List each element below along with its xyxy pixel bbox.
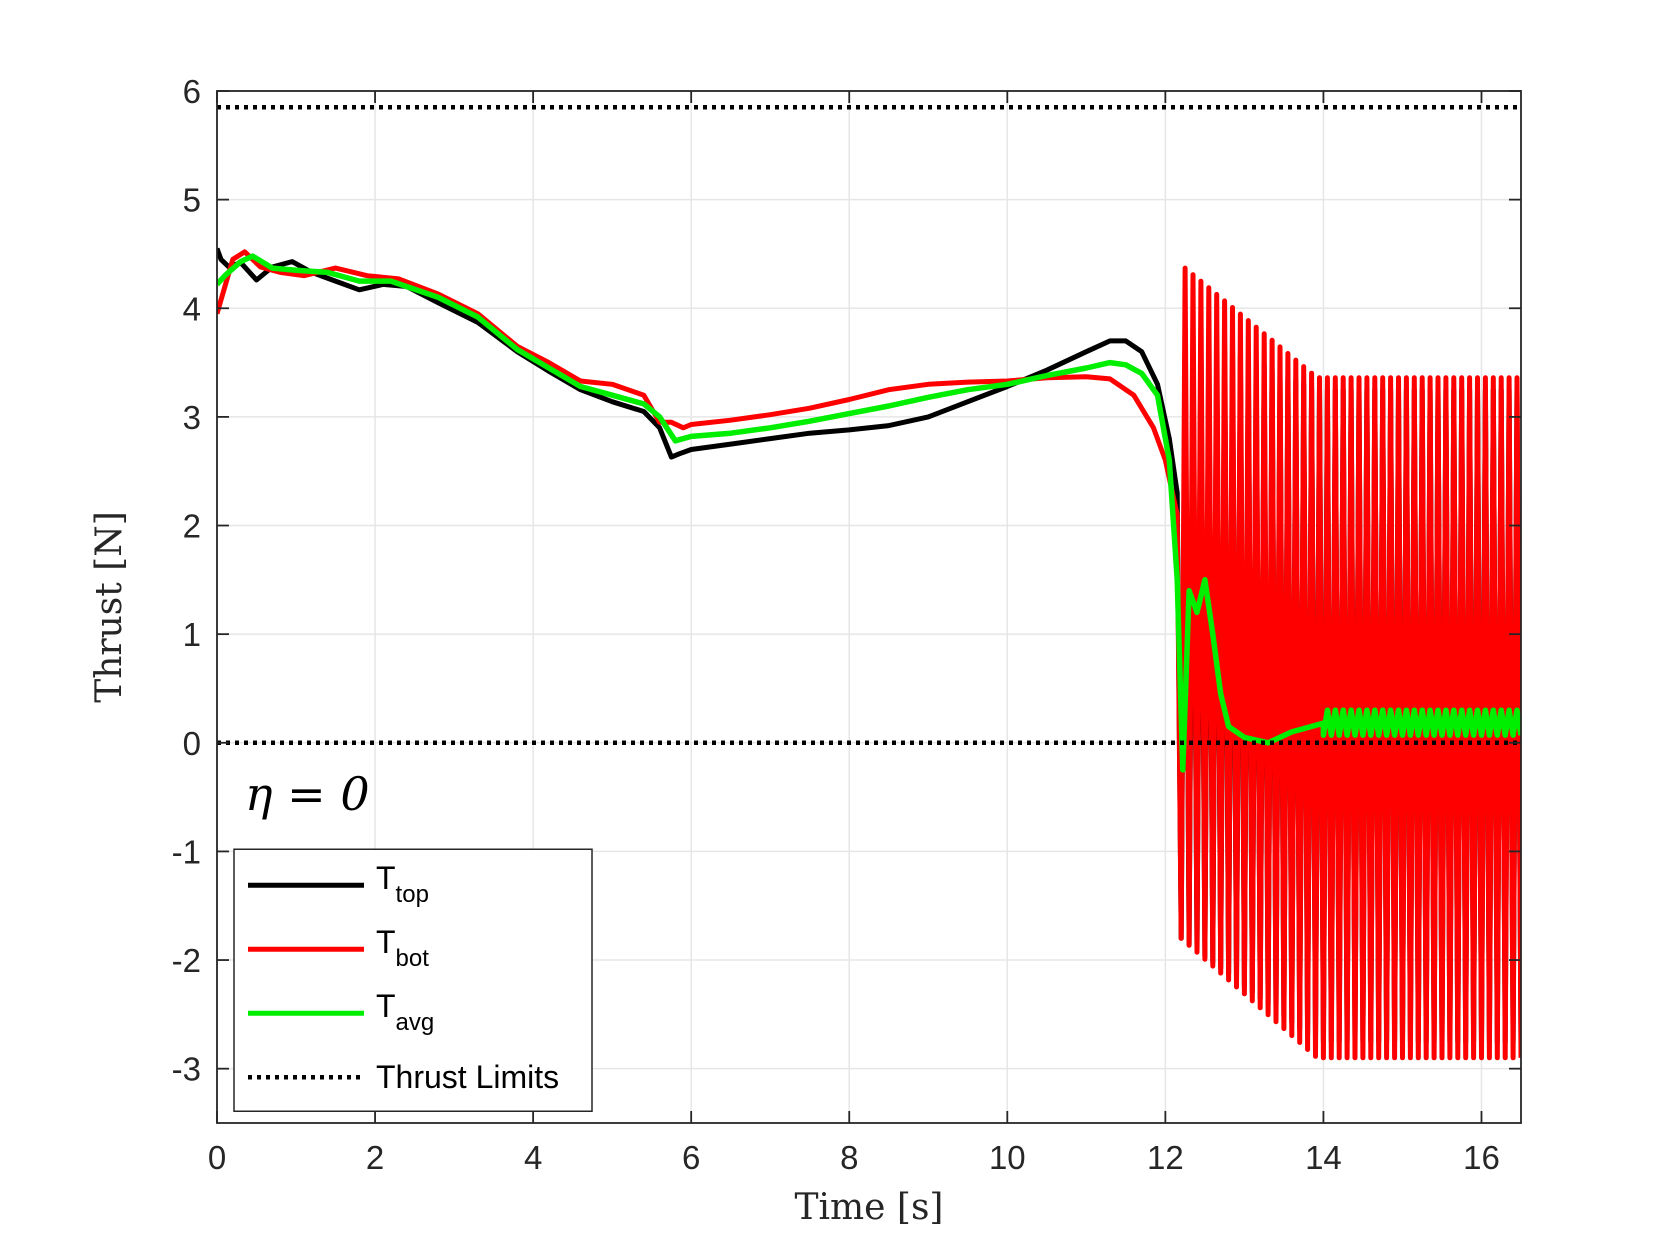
thrust-limit-lines xyxy=(217,105,1521,746)
eta-annotation: η = 0 xyxy=(245,767,370,821)
legend-box xyxy=(233,848,593,1112)
y-tick-label: 0 xyxy=(183,725,201,762)
x-axis-label: Time [s] xyxy=(795,1187,944,1228)
y-tick-label: 4 xyxy=(183,290,201,327)
series-line-t-avg xyxy=(217,253,1521,773)
legend-label-thrust-limits: Thrust Limits xyxy=(376,1059,559,1095)
y-tick-label: -2 xyxy=(172,942,201,979)
y-tick-label: 3 xyxy=(183,399,201,436)
x-tick-label: 0 xyxy=(208,1139,226,1176)
y-tick-label: -1 xyxy=(172,833,201,870)
y-tick-label: 6 xyxy=(183,73,201,110)
x-tick-label: 6 xyxy=(682,1139,700,1176)
x-tick-label: 4 xyxy=(524,1139,542,1176)
x-tick-label: 2 xyxy=(366,1139,384,1176)
legend-label-t-top: Ttop xyxy=(376,860,429,908)
legend-label-t-avg: Tavg xyxy=(376,988,434,1036)
y-tick-label: 2 xyxy=(183,508,201,545)
x-tick-label: 16 xyxy=(1463,1139,1500,1176)
x-tick-label: 14 xyxy=(1305,1139,1342,1176)
axes-frame xyxy=(216,90,1522,1124)
legend: Ttop Tbot Tavg Thrust Limits xyxy=(233,848,593,1112)
x-tick-label: 12 xyxy=(1147,1139,1184,1176)
series-group xyxy=(217,247,1521,1061)
y-axis-label: Thrust [N] xyxy=(89,511,130,703)
axes-box xyxy=(216,90,1522,1124)
x-tick-label: 8 xyxy=(840,1139,858,1176)
x-tick-label: 10 xyxy=(989,1139,1026,1176)
series-line-t-bot xyxy=(217,249,1521,1061)
y-tick-label: 5 xyxy=(183,182,201,219)
y-tick-label: 1 xyxy=(183,616,201,653)
y-tick-label: -3 xyxy=(172,1051,201,1088)
legend-label-t-bot: Tbot xyxy=(376,924,429,972)
